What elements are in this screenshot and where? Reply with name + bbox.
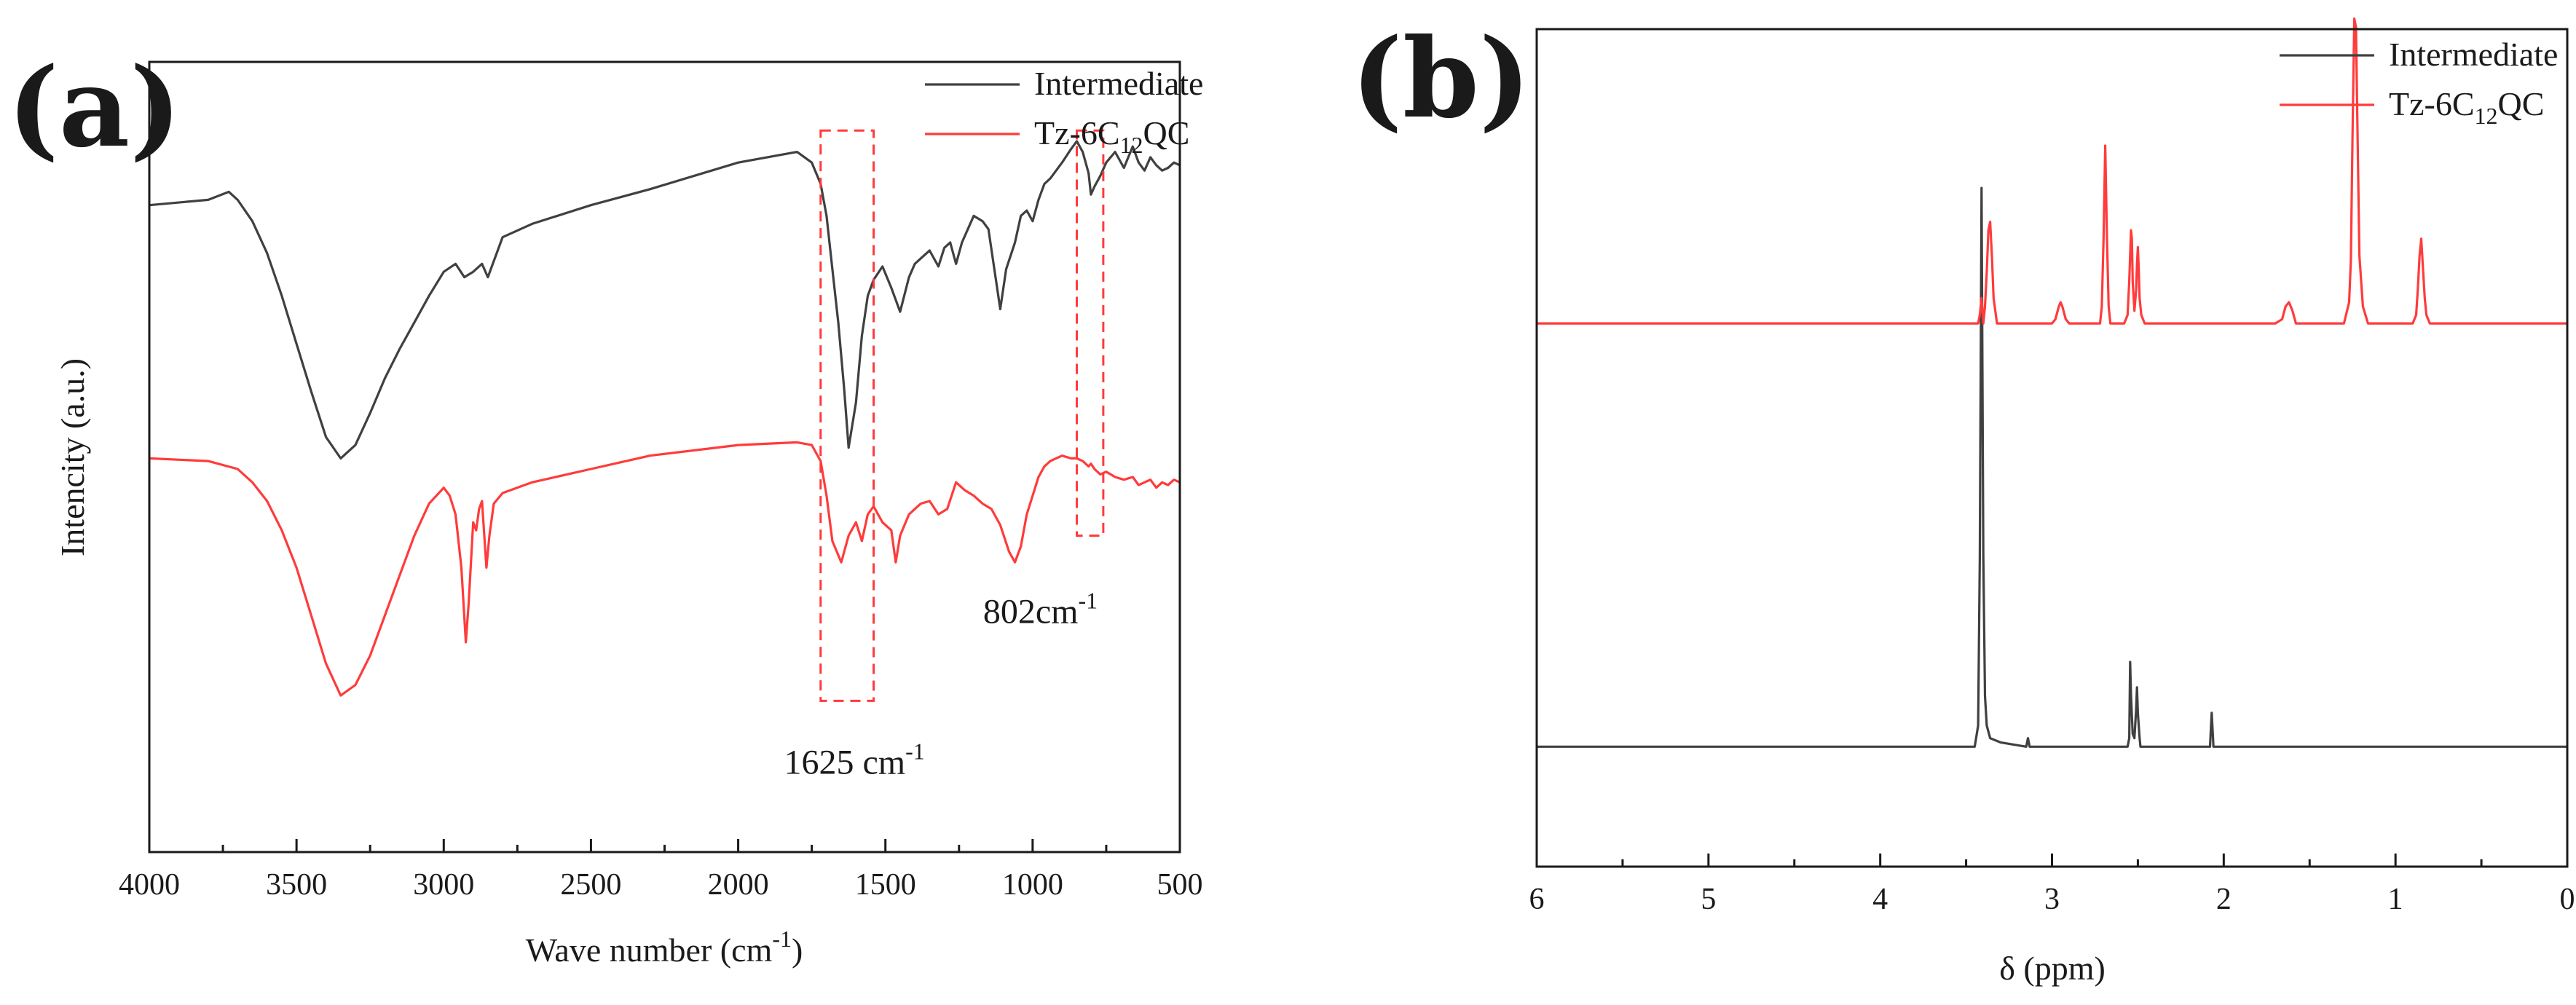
ftir-x-tick-label: 2000 — [708, 868, 769, 902]
nmr-legend-label-1: Intermediate — [2389, 36, 2558, 73]
panel-label-a: (a) — [7, 44, 181, 172]
ftir-legend-label-2: Tz-6C12QC — [1034, 114, 1189, 158]
nmr-x-tick-label: 0 — [2560, 883, 2575, 916]
ftir-annotation-label-1: 1625 cm-1 — [784, 738, 925, 781]
ftir-axes-frame — [148, 60, 1181, 854]
ftir-x-tick-label: 1000 — [1002, 868, 1063, 902]
ftir-annotation-box-2 — [1076, 129, 1105, 537]
ftir-x-axis-title: Wave number (cm-1) — [526, 926, 803, 969]
nmr-plot-area — [1535, 17, 2569, 748]
ftir-legend: Intermediate Tz-6C12QC — [925, 65, 1203, 158]
ftir-y-axis-title: Intencity (a.u.) — [54, 358, 91, 556]
ftir-panel: (a) 4000 3500 3000 2500 2000 1500 1000 500 Wave… — [7, 44, 1203, 969]
ftir-legend-label-1: Intermediate — [1034, 65, 1203, 102]
nmr-x-tick-label: 4 — [1872, 883, 1888, 916]
nmr-x-axis-title: δ (ppm) — [1999, 950, 2106, 987]
ftir-annotations: 1625 cm-1 802cm-1 — [784, 129, 1105, 781]
ftir-x-ticks: 4000 3500 3000 2500 2000 1500 1000 500 — [119, 839, 1203, 902]
nmr-x-tick-label: 6 — [1529, 883, 1545, 916]
nmr-x-ticks: 6 5 4 3 2 1 0 — [1529, 854, 2575, 916]
ftir-x-tick-label: 1500 — [855, 868, 916, 902]
ftir-x-tick-label: 2500 — [560, 868, 621, 902]
nmr-x-tick-label: 1 — [2388, 883, 2403, 916]
ftir-annotation-box-1 — [819, 129, 875, 702]
nmr-legend-label-2: Tz-6C12QC — [2389, 85, 2544, 129]
nmr-series-tz-6c12qc-line — [1535, 17, 2569, 325]
ftir-x-tick-label: 3000 — [413, 868, 474, 902]
ftir-annotation-label-2: 802cm-1 — [983, 588, 1098, 631]
ftir-series-tz-6c12qc-line — [148, 441, 1181, 697]
ftir-x-tick-label: 4000 — [119, 868, 180, 902]
panel-label-b: (b) — [1351, 15, 1531, 143]
nmr-series-intermediate-line — [1535, 186, 2569, 748]
ftir-series-intermediate-line — [148, 140, 1181, 460]
nmr-x-tick-label: 5 — [1701, 883, 1716, 916]
nmr-x-tick-label: 3 — [2044, 883, 2060, 916]
nmr-panel: (b) 6 5 4 3 2 1 0 δ (ppm) Intermediate Tz-6C12Q… — [1351, 15, 2575, 987]
ftir-x-tick-label: 500 — [1157, 868, 1203, 902]
nmr-x-tick-label: 2 — [2216, 883, 2232, 916]
ftir-x-tick-label: 3500 — [266, 868, 327, 902]
nmr-axes-frame — [1535, 28, 2569, 868]
nmr-legend: Intermediate Tz-6C12QC — [2280, 36, 2558, 129]
